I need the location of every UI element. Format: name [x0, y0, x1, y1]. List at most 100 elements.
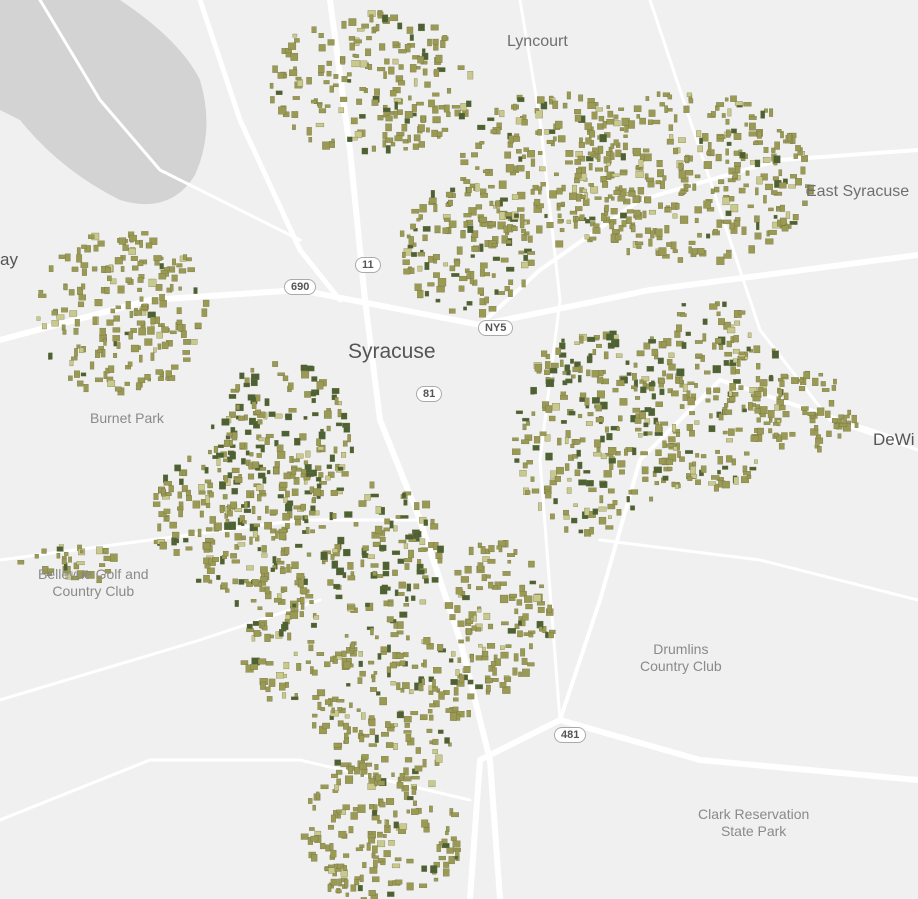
parcel[interactable]: [776, 129, 782, 133]
parcel[interactable]: [403, 558, 413, 563]
parcel[interactable]: [34, 554, 39, 559]
parcel[interactable]: [368, 743, 377, 747]
parcel[interactable]: [398, 592, 405, 596]
parcel[interactable]: [748, 122, 756, 131]
parcel[interactable]: [398, 539, 407, 544]
parcel[interactable]: [729, 383, 736, 391]
parcel[interactable]: [48, 265, 54, 272]
parcel[interactable]: [279, 682, 286, 691]
parcel[interactable]: [465, 636, 470, 642]
parcel[interactable]: [522, 668, 530, 677]
parcel[interactable]: [466, 628, 472, 636]
parcel[interactable]: [438, 841, 444, 846]
parcel[interactable]: [728, 428, 735, 436]
parcel[interactable]: [426, 127, 430, 133]
parcel[interactable]: [141, 231, 149, 236]
parcel[interactable]: [609, 221, 615, 230]
parcel[interactable]: [312, 713, 318, 718]
parcel[interactable]: [366, 842, 371, 851]
parcel[interactable]: [371, 676, 376, 683]
parcel[interactable]: [482, 169, 490, 174]
parcel[interactable]: [347, 136, 353, 142]
parcel[interactable]: [342, 440, 348, 447]
parcel[interactable]: [467, 584, 472, 590]
parcel[interactable]: [163, 267, 170, 272]
parcel[interactable]: [619, 170, 628, 176]
parcel[interactable]: [264, 586, 270, 595]
parcel[interactable]: [340, 762, 349, 768]
parcel[interactable]: [545, 361, 551, 369]
parcel[interactable]: [545, 405, 553, 413]
parcel[interactable]: [431, 129, 438, 137]
parcel[interactable]: [377, 780, 385, 786]
parcel[interactable]: [585, 480, 594, 487]
parcel[interactable]: [97, 240, 105, 247]
parcel[interactable]: [291, 561, 299, 569]
parcel[interactable]: [324, 866, 329, 871]
parcel[interactable]: [346, 683, 351, 687]
parcel[interactable]: [563, 509, 569, 516]
parcel[interactable]: [407, 796, 414, 801]
parcel[interactable]: [178, 501, 184, 508]
parcel[interactable]: [159, 541, 167, 550]
parcel[interactable]: [527, 251, 536, 255]
parcel[interactable]: [412, 242, 417, 247]
parcel[interactable]: [231, 559, 240, 564]
parcel[interactable]: [579, 137, 583, 143]
parcel[interactable]: [480, 262, 488, 269]
parcel[interactable]: [570, 358, 574, 364]
parcel[interactable]: [403, 730, 412, 734]
parcel[interactable]: [565, 378, 573, 384]
parcel[interactable]: [618, 107, 625, 111]
parcel[interactable]: [659, 388, 665, 396]
parcel[interactable]: [285, 413, 293, 421]
parcel[interactable]: [293, 476, 300, 485]
parcel[interactable]: [437, 558, 443, 564]
parcel[interactable]: [221, 582, 228, 589]
parcel[interactable]: [197, 528, 202, 538]
parcel[interactable]: [789, 220, 798, 225]
parcel[interactable]: [331, 560, 339, 569]
parcel[interactable]: [512, 437, 519, 442]
parcel[interactable]: [706, 151, 711, 155]
parcel[interactable]: [178, 268, 187, 274]
parcel[interactable]: [411, 104, 417, 112]
parcel[interactable]: [343, 548, 351, 557]
parcel[interactable]: [223, 458, 228, 462]
parcel[interactable]: [535, 110, 543, 119]
parcel[interactable]: [733, 132, 742, 140]
parcel[interactable]: [428, 690, 434, 695]
parcel[interactable]: [490, 129, 498, 134]
parcel[interactable]: [300, 473, 306, 478]
parcel[interactable]: [165, 370, 172, 377]
parcel[interactable]: [620, 153, 626, 161]
parcel[interactable]: [81, 244, 87, 249]
parcel[interactable]: [396, 652, 404, 659]
parcel[interactable]: [176, 307, 182, 315]
parcel[interactable]: [305, 526, 310, 534]
parcel[interactable]: [348, 766, 354, 775]
parcel[interactable]: [512, 448, 521, 455]
parcel[interactable]: [366, 36, 372, 41]
parcel[interactable]: [442, 35, 448, 42]
parcel[interactable]: [413, 78, 418, 87]
parcel[interactable]: [644, 153, 652, 162]
parcel[interactable]: [488, 581, 494, 589]
parcel[interactable]: [626, 372, 632, 376]
parcel[interactable]: [71, 356, 78, 361]
parcel[interactable]: [474, 183, 480, 192]
parcel[interactable]: [644, 227, 652, 234]
parcel[interactable]: [517, 97, 525, 103]
parcel[interactable]: [353, 39, 362, 44]
parcel[interactable]: [103, 338, 107, 346]
parcel[interactable]: [795, 178, 802, 186]
parcel[interactable]: [577, 375, 582, 383]
parcel[interactable]: [433, 203, 438, 213]
parcel[interactable]: [159, 299, 167, 308]
parcel[interactable]: [158, 511, 167, 518]
parcel[interactable]: [250, 367, 255, 373]
parcel[interactable]: [405, 596, 409, 602]
parcel[interactable]: [135, 382, 142, 391]
parcel[interactable]: [633, 386, 638, 392]
parcel[interactable]: [732, 358, 738, 363]
